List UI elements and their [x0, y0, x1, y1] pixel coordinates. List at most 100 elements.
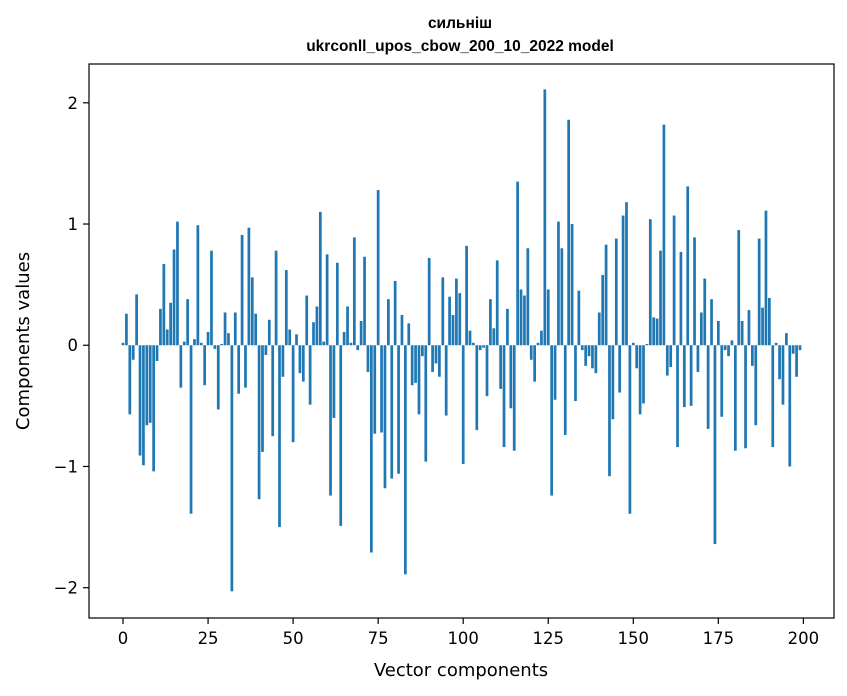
bar [594, 345, 598, 374]
bar [152, 345, 155, 472]
bar [451, 314, 455, 346]
bar [455, 278, 458, 346]
bar [444, 345, 448, 416]
bar [138, 345, 142, 456]
bar [747, 310, 751, 346]
bar [638, 345, 642, 415]
bar [257, 345, 261, 500]
bar [278, 345, 281, 528]
x-tick-label: 200 [788, 629, 820, 648]
bar [383, 345, 387, 489]
bar [352, 237, 356, 346]
y-tick-label: −2 [54, 579, 78, 598]
y-tick-label: −1 [54, 457, 78, 476]
bars-group [121, 89, 802, 592]
bar [172, 249, 176, 346]
bar [509, 345, 513, 409]
bar [376, 190, 380, 346]
bar [380, 345, 383, 433]
bar [533, 345, 536, 382]
bar [179, 345, 183, 388]
ticks-group: 0 25 50 75 100 125 150 175 200 −2 −1 0 1 2 [54, 94, 819, 648]
bar [771, 345, 775, 448]
bar [186, 299, 190, 346]
bar [492, 328, 496, 346]
bar [693, 237, 696, 346]
bar [761, 307, 764, 346]
bar [723, 345, 727, 351]
bar [431, 345, 434, 372]
bar [506, 308, 509, 346]
bar [254, 313, 258, 346]
bar [216, 345, 220, 410]
x-axis-label: Vector components [374, 660, 548, 681]
bar [339, 345, 343, 526]
bar [417, 345, 421, 415]
x-tick-label: 150 [618, 629, 650, 648]
bar [608, 345, 611, 477]
bar [472, 342, 475, 346]
bar [291, 345, 295, 443]
bar [798, 345, 802, 351]
x-tick-label: 125 [532, 629, 564, 648]
bar [247, 227, 251, 346]
bar [516, 181, 519, 346]
bar [301, 345, 305, 382]
bar [584, 345, 588, 366]
bar [261, 345, 264, 452]
y-tick-label: 2 [68, 94, 79, 113]
bar [169, 302, 172, 346]
bar [199, 342, 203, 346]
bar [424, 345, 428, 462]
bar [645, 344, 649, 346]
bar [274, 250, 278, 346]
bar [604, 244, 608, 346]
bar [182, 341, 186, 346]
bar [710, 299, 713, 346]
bar [611, 345, 615, 420]
bar [131, 345, 135, 360]
bar [478, 345, 482, 351]
bar [125, 313, 128, 346]
x-tick-label: 175 [703, 629, 735, 648]
bar [461, 345, 465, 465]
bar [390, 345, 394, 479]
bar [315, 306, 319, 346]
bar [441, 277, 445, 346]
bar [499, 345, 502, 389]
bar [465, 245, 468, 346]
bar [740, 321, 744, 346]
bar [550, 345, 554, 496]
bar [387, 299, 390, 346]
bar [475, 345, 479, 431]
bar [220, 344, 224, 346]
bar [791, 345, 795, 354]
bar [427, 257, 431, 346]
x-tick-label: 100 [447, 629, 479, 648]
bar [526, 248, 530, 346]
chart-title: сильніш [428, 15, 492, 32]
bar [659, 250, 662, 346]
bar [560, 248, 564, 346]
bar [567, 119, 571, 346]
bar [495, 260, 499, 346]
bar [523, 295, 526, 346]
bar [774, 342, 778, 346]
bar [264, 345, 268, 355]
bar [489, 299, 492, 346]
bar [587, 345, 591, 357]
x-tick-label: 75 [368, 629, 389, 648]
bar [577, 290, 581, 346]
bar [720, 345, 724, 417]
bar [580, 345, 584, 351]
bar [557, 221, 560, 346]
bar [363, 256, 366, 346]
bar [764, 210, 768, 346]
bar [570, 224, 574, 346]
bar [281, 345, 285, 377]
bar [407, 323, 411, 346]
bar [699, 312, 703, 346]
bar [366, 345, 370, 372]
bar [540, 330, 543, 346]
bar [176, 221, 179, 346]
